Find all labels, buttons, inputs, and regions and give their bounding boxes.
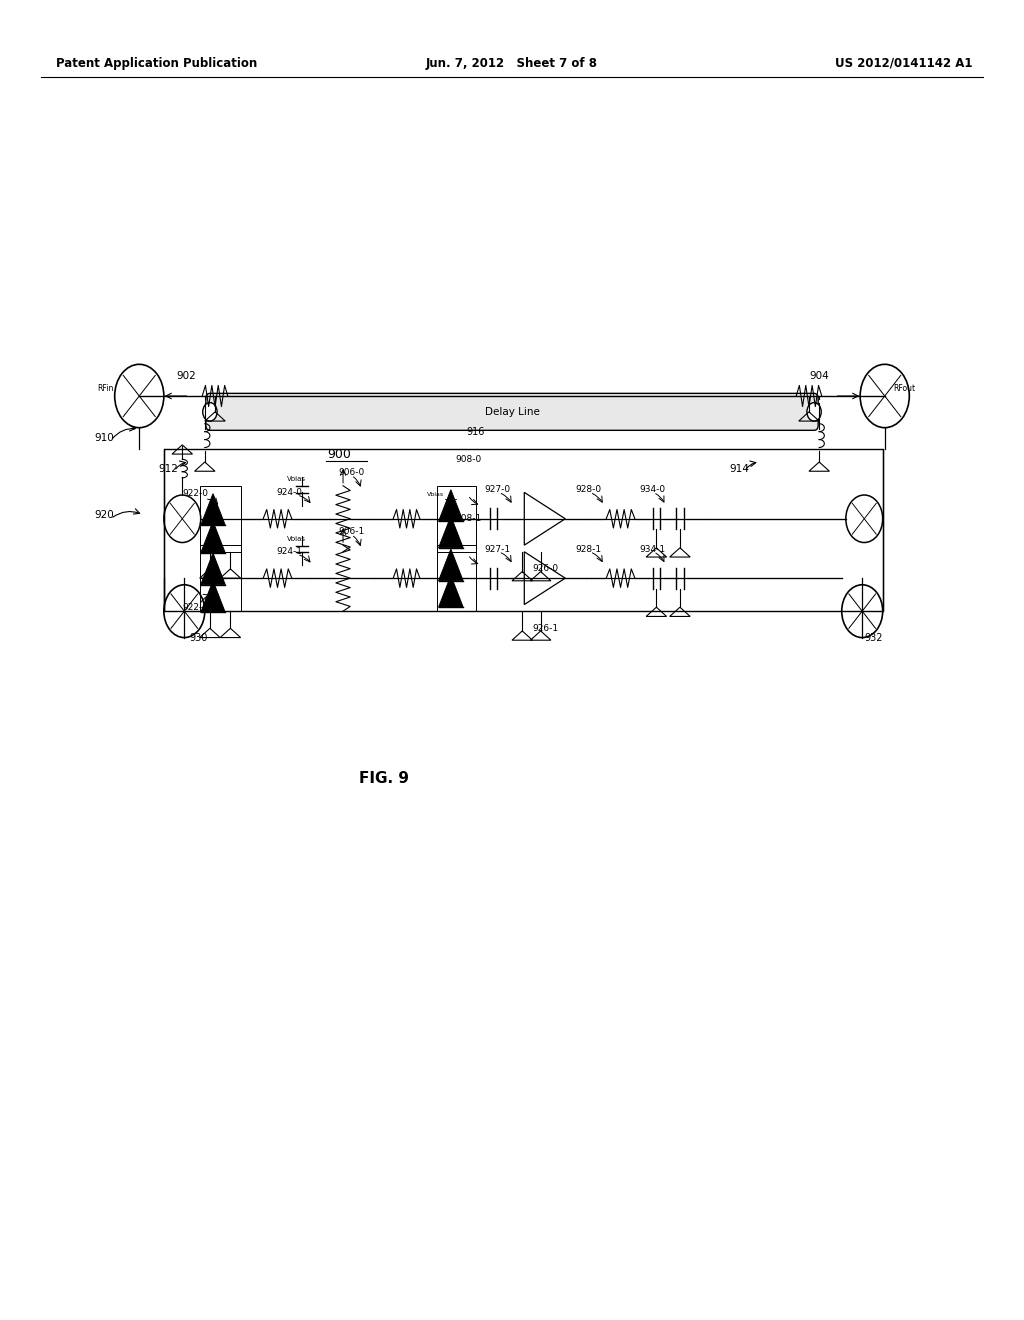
Text: FIG. 9: FIG. 9 bbox=[359, 771, 409, 787]
Text: 926-0: 926-0 bbox=[532, 565, 559, 573]
Text: 928-0: 928-0 bbox=[575, 486, 602, 494]
Text: 932: 932 bbox=[864, 632, 883, 643]
Text: 922-0: 922-0 bbox=[182, 490, 208, 498]
Text: 934-1: 934-1 bbox=[639, 545, 666, 553]
Bar bbox=[200, 486, 241, 552]
Circle shape bbox=[203, 403, 217, 421]
Polygon shape bbox=[201, 553, 225, 585]
FancyBboxPatch shape bbox=[206, 393, 818, 430]
Bar bbox=[164, 449, 883, 611]
Bar bbox=[437, 545, 476, 611]
Text: 926-1: 926-1 bbox=[532, 624, 559, 632]
Text: 920: 920 bbox=[94, 510, 114, 520]
Bar bbox=[200, 545, 241, 611]
Text: Vbias: Vbias bbox=[427, 492, 444, 498]
Text: 927-0: 927-0 bbox=[484, 486, 511, 494]
Text: 900: 900 bbox=[328, 447, 351, 461]
Text: 924-0: 924-0 bbox=[276, 488, 302, 496]
Text: 912: 912 bbox=[159, 463, 178, 474]
Text: Patent Application Publication: Patent Application Publication bbox=[56, 57, 258, 70]
Text: US 2012/0141142 A1: US 2012/0141142 A1 bbox=[836, 57, 973, 70]
Text: 927-1: 927-1 bbox=[484, 545, 511, 553]
Text: 934-0: 934-0 bbox=[639, 486, 666, 494]
Polygon shape bbox=[201, 581, 225, 612]
Text: Vbias: Vbias bbox=[287, 477, 306, 482]
Circle shape bbox=[807, 403, 821, 421]
Text: 924-1: 924-1 bbox=[276, 548, 302, 556]
Text: 902: 902 bbox=[176, 371, 196, 381]
Polygon shape bbox=[201, 494, 225, 525]
Text: 908-0: 908-0 bbox=[456, 455, 482, 463]
Text: 904: 904 bbox=[809, 371, 828, 381]
Polygon shape bbox=[438, 576, 463, 607]
Text: 916: 916 bbox=[466, 426, 484, 437]
Text: Delay Line: Delay Line bbox=[484, 407, 540, 417]
Polygon shape bbox=[438, 490, 463, 521]
Text: 928-1: 928-1 bbox=[575, 545, 602, 553]
Text: 914: 914 bbox=[729, 463, 749, 474]
Text: Vbias: Vbias bbox=[287, 536, 306, 541]
Bar bbox=[437, 486, 476, 552]
Text: Jun. 7, 2012   Sheet 7 of 8: Jun. 7, 2012 Sheet 7 of 8 bbox=[426, 57, 598, 70]
Polygon shape bbox=[438, 549, 463, 581]
Text: 906-0: 906-0 bbox=[338, 469, 365, 477]
Polygon shape bbox=[438, 516, 463, 548]
Text: 930: 930 bbox=[189, 632, 208, 643]
Text: 906-1: 906-1 bbox=[338, 528, 365, 536]
Text: 922-1: 922-1 bbox=[182, 603, 208, 611]
Text: 910: 910 bbox=[94, 433, 114, 444]
Text: RFout: RFout bbox=[893, 384, 915, 392]
Text: 908-1: 908-1 bbox=[456, 515, 482, 523]
Polygon shape bbox=[201, 521, 225, 553]
Text: RFin: RFin bbox=[97, 384, 114, 392]
